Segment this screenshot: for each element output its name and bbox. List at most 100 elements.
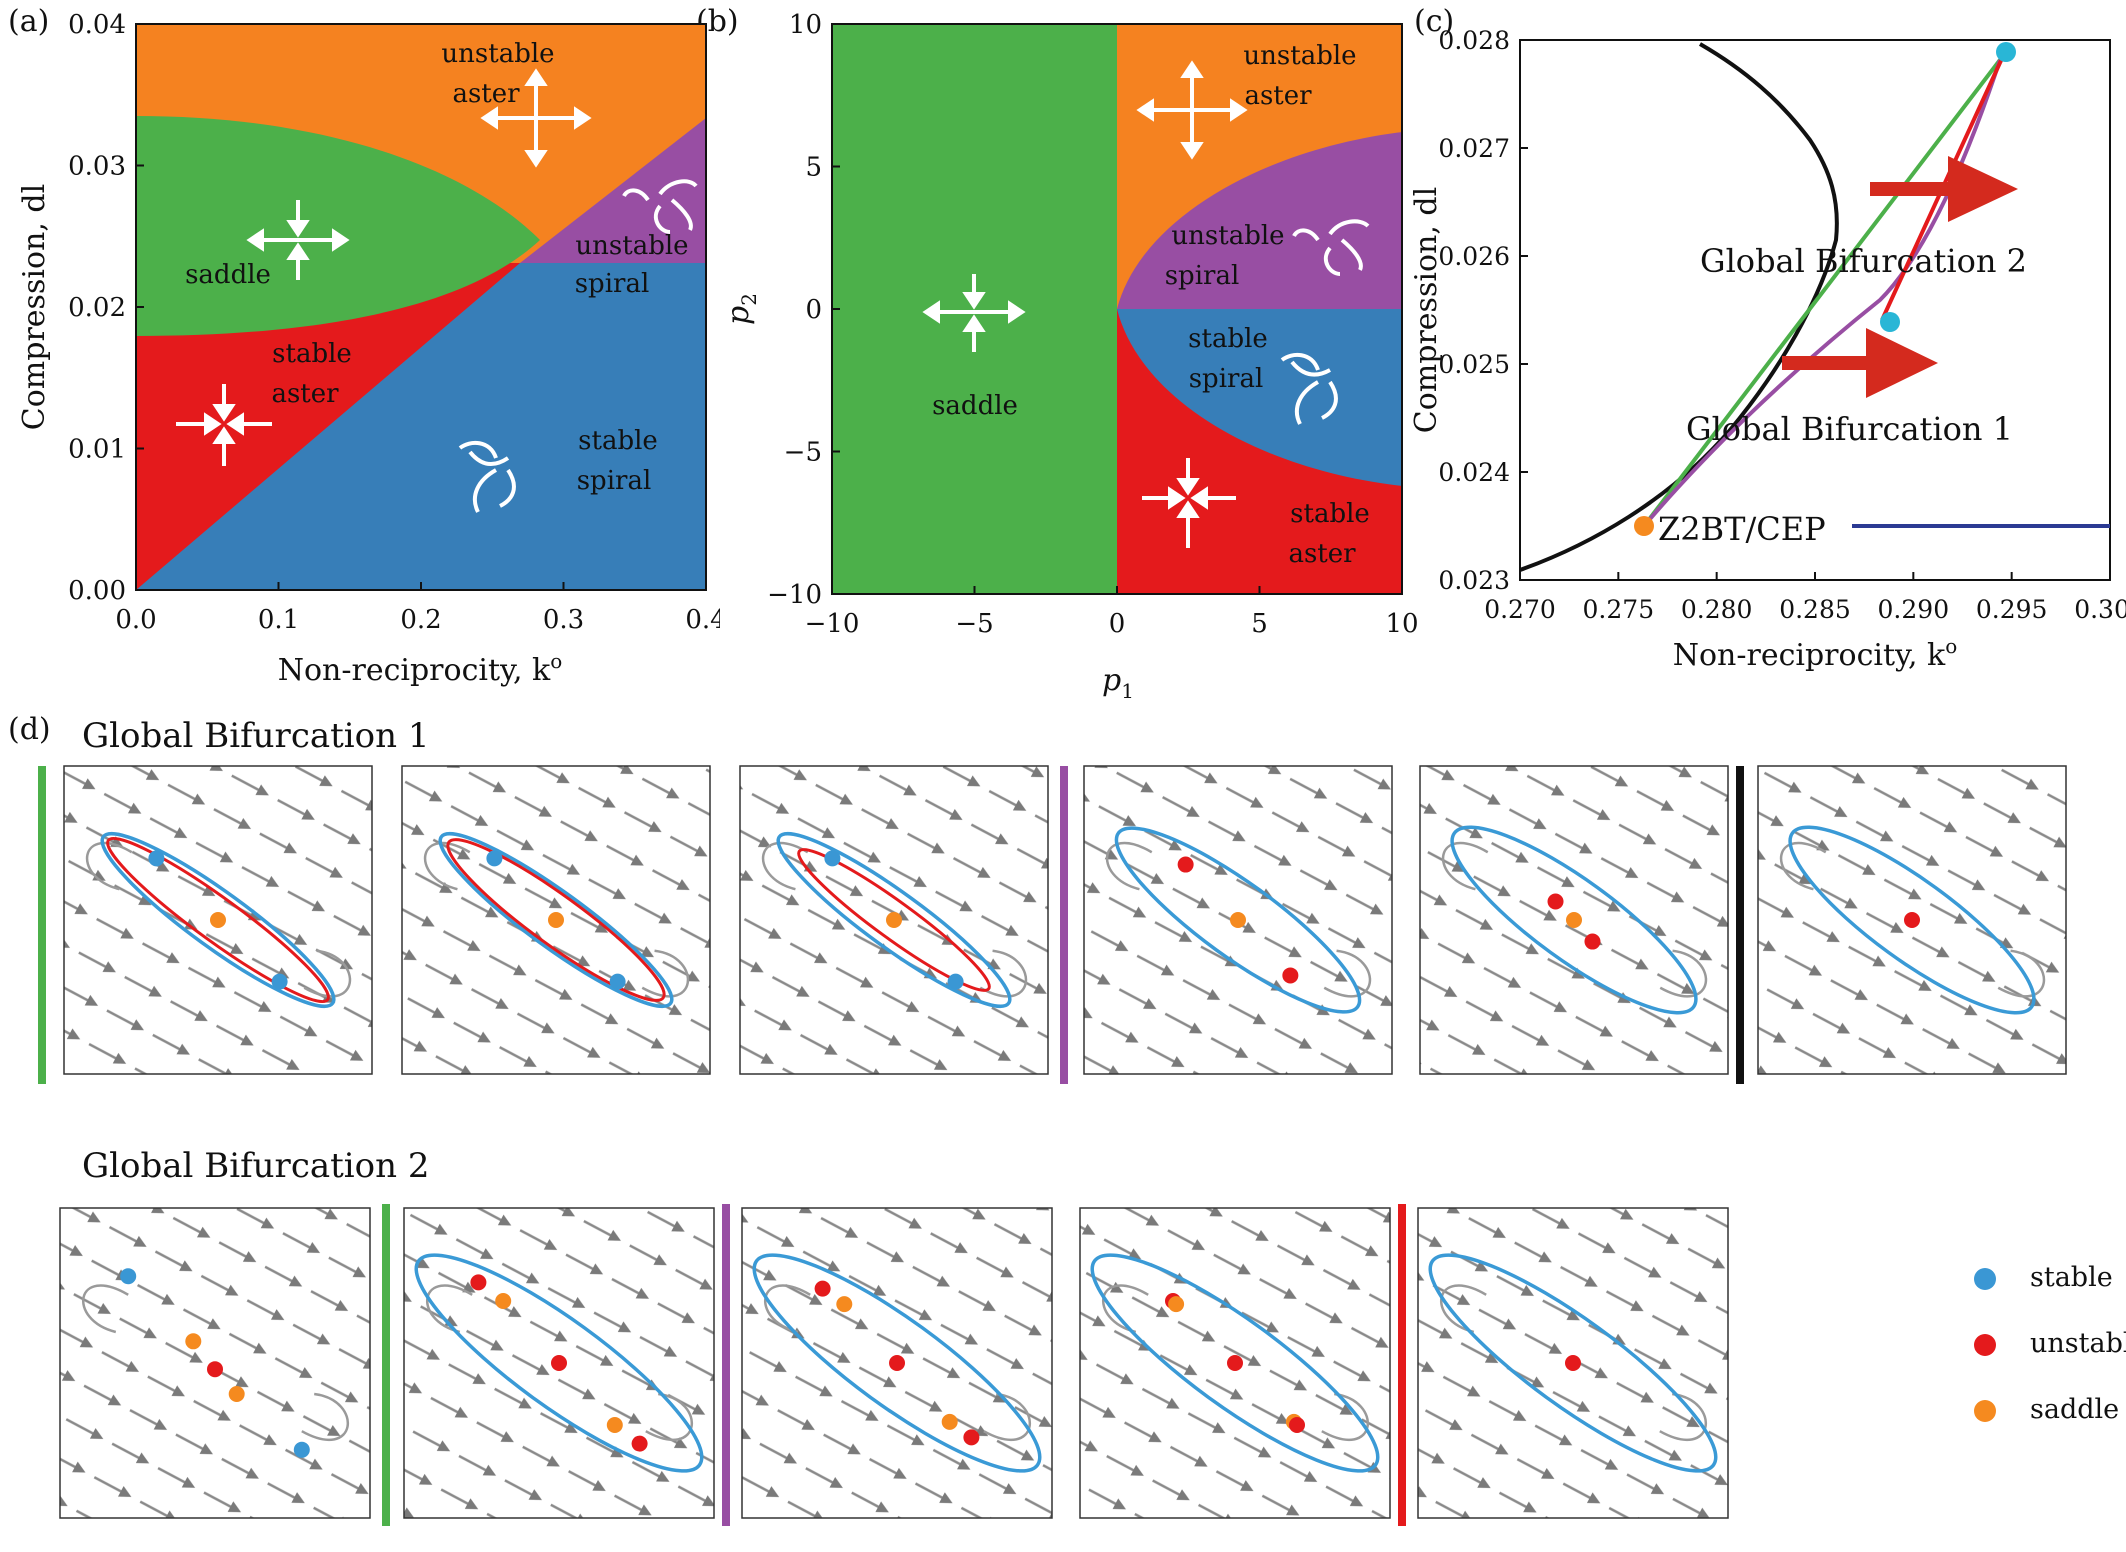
panel-c-letter: (c) — [1414, 4, 1455, 39]
panel-c-yticks: 0.023 0.024 0.025 0.026 0.027 0.028 — [1438, 26, 1528, 595]
fixed-point — [495, 1293, 512, 1309]
y-tick-label: 0 — [805, 295, 822, 325]
fixed-point — [947, 973, 964, 990]
label-unstable-spiral-a-1: unstable — [575, 231, 688, 261]
red-arrow-upper — [1870, 156, 2018, 222]
legend-label-stable: stable — [2030, 1262, 2113, 1293]
x-tick-label: 0.290 — [1878, 595, 1950, 624]
fixed-point — [1547, 893, 1564, 910]
x-tick-label: 0.270 — [1484, 595, 1556, 624]
y-tick-label: 0.02 — [68, 293, 126, 323]
y-tick-label: 5 — [805, 153, 822, 183]
region-stable-spiral-b — [1117, 309, 1402, 486]
panel-c-chart: 0.270 0.275 0.280 0.285 0.290 0.295 0.300 0.02… — [1409, 26, 2126, 673]
separator-purple — [1060, 766, 1068, 1084]
region-labels-b: unstable aster unstable spiral saddle st… — [932, 41, 1370, 569]
panel-a-chart: 0.0 0.1 0.2 0.3 0.4 0.00 0.01 0.02 0.03 0.04 uns… — [17, 10, 720, 688]
y-tick-label: 0.00 — [68, 576, 126, 606]
panel-a-yticks: 0.00 0.01 0.02 0.03 0.04 — [68, 10, 144, 606]
legend-dot-unstable — [1974, 1334, 1996, 1356]
fixed-point — [293, 1441, 310, 1458]
fixed-point — [1177, 856, 1194, 873]
fixed-point — [886, 912, 902, 928]
green-curve — [1642, 50, 2008, 528]
annotation-global-bifurcation-1: Global Bifurcation 1 — [1686, 410, 2013, 448]
x-tick-label: 0.2 — [400, 605, 441, 635]
legend-dot-saddle — [1974, 1400, 1996, 1422]
fixed-point — [148, 850, 165, 867]
x-tick-label: 0.0 — [115, 605, 156, 635]
fixed-point — [941, 1413, 958, 1430]
fixed-point — [606, 1417, 623, 1433]
y-tick-label: −10 — [767, 580, 822, 610]
phase-portraits — [38, 765, 2067, 1526]
fixed-point — [228, 1386, 245, 1402]
y-tick-label: 0.023 — [1438, 566, 1510, 595]
x-tick-label: 0 — [1109, 609, 1126, 639]
panel-a-ylabel: Compression, dl — [17, 184, 52, 430]
label-stable-aster-b-2: aster — [1288, 539, 1356, 569]
fixed-point — [1282, 967, 1299, 984]
fixed-point — [1566, 912, 1582, 928]
stable-aster-icon-a — [176, 384, 272, 466]
limit-cycle — [100, 832, 336, 1008]
fixed-point — [486, 850, 503, 867]
unstable-aster-icon-a — [480, 68, 592, 168]
region-labels-a: unstable aster saddle unstable spiral st… — [185, 39, 688, 496]
saddle-icon-b — [922, 274, 1026, 352]
fixed-point — [814, 1280, 831, 1297]
label-stable-spiral-a-1: stable — [578, 426, 658, 456]
legend: stable unstable saddle — [1960, 1260, 2126, 1460]
region-stable-aster-a — [136, 263, 520, 590]
panel-c-xlabel: Non-reciprocity, ko — [1673, 634, 1958, 673]
fixed-point — [1168, 1296, 1185, 1313]
label-unstable-aster-a-2: aster — [452, 79, 520, 109]
fixed-point — [631, 1435, 648, 1452]
unstable-orbit — [797, 848, 991, 992]
phase-portrait — [59, 1207, 371, 1519]
y-tick-label: 0.027 — [1438, 134, 1510, 163]
region-saddle-b — [832, 24, 1117, 594]
separator-green — [38, 766, 46, 1084]
panel-d-letter: (d) — [8, 712, 51, 747]
separator-green-2 — [382, 1204, 390, 1526]
limit-cycle — [1450, 825, 1698, 1015]
fixed-point — [1227, 1355, 1243, 1371]
label-stable-spiral-a-2: spiral — [577, 466, 652, 496]
fixed-point — [1230, 912, 1246, 928]
y-tick-label: 10 — [789, 10, 822, 40]
phase-portrait — [739, 765, 1049, 1075]
y-tick-label: 0.04 — [68, 10, 126, 40]
phase-portrait — [403, 1207, 715, 1519]
unstable-spiral-icon-b — [1292, 219, 1370, 276]
panel-c-xticks: 0.270 0.275 0.280 0.285 0.290 0.295 0.300 — [1484, 572, 2126, 624]
limit-cycle — [752, 1253, 1042, 1473]
legend-label-saddle: saddle — [2030, 1394, 2120, 1425]
row2-title: Global Bifurcation 2 — [82, 1146, 430, 1186]
label-saddle-a: saddle — [185, 260, 271, 290]
y-tick-label: 0.028 — [1438, 26, 1510, 55]
stable-spiral-icon-a — [458, 440, 516, 513]
y-tick-label: 0.03 — [68, 152, 126, 182]
limit-cycle — [1114, 826, 1362, 1014]
x-tick-label: 0.285 — [1779, 595, 1851, 624]
fixed-point — [1565, 1355, 1581, 1371]
fixed-point — [963, 1429, 980, 1446]
unstable-aster-icon-b — [1136, 60, 1248, 160]
panel-a-letter: (a) — [8, 4, 50, 39]
phase-portrait — [1757, 765, 2067, 1075]
label-stable-spiral-b-2: spiral — [1189, 364, 1264, 394]
y-tick-label: 0.026 — [1438, 242, 1510, 271]
fixed-point — [551, 1355, 567, 1371]
fixed-point — [470, 1274, 487, 1291]
panel-b-xticks: −10 −5 0 5 10 — [805, 586, 1419, 639]
panel-b-xlabel: p1 — [1102, 663, 1134, 700]
fixed-point — [271, 973, 288, 990]
separator-red-2 — [1398, 1204, 1406, 1526]
unstable-orbit — [446, 838, 666, 1002]
panel-b-ylabel: p2 — [721, 293, 761, 325]
fixed-point — [207, 1361, 223, 1378]
fixed-point — [1584, 933, 1601, 950]
fixed-point — [836, 1296, 853, 1313]
phase-portrait — [63, 765, 373, 1075]
